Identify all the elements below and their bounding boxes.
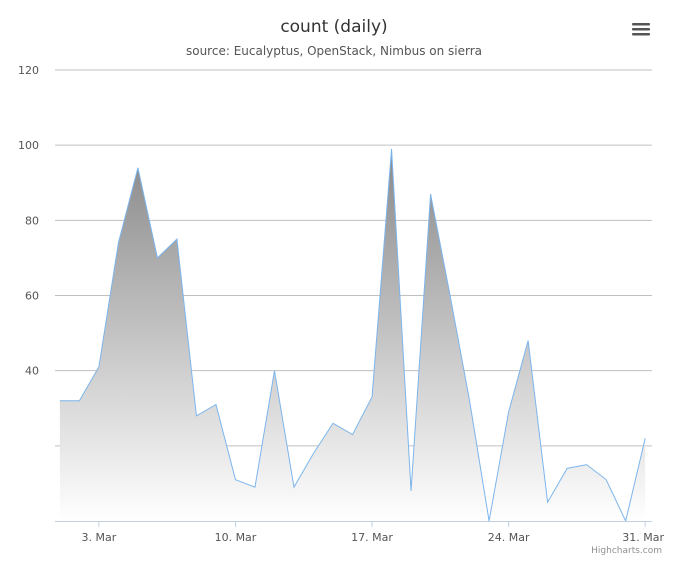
data-point[interactable]: [369, 394, 375, 400]
x-tick-label: 31. Mar: [622, 531, 664, 544]
x-axis: 3. Mar 10. Mar 17. Mar 24. Mar 31. Mar: [55, 521, 664, 544]
y-axis-labels: 40 60 80 100 120: [18, 64, 39, 378]
series-area-fill: [59, 148, 646, 522]
data-point[interactable]: [174, 236, 180, 242]
data-point[interactable]: [467, 398, 473, 404]
data-point[interactable]: [96, 364, 102, 370]
x-tick-label: 3. Mar: [82, 531, 117, 544]
chart-title: count (daily): [280, 17, 387, 37]
data-point[interactable]: [447, 293, 453, 299]
data-point[interactable]: [584, 462, 590, 468]
y-tick-label: 60: [25, 290, 39, 303]
data-point[interactable]: [193, 413, 199, 419]
x-tick-label: 10. Mar: [215, 531, 257, 544]
data-point[interactable]: [603, 477, 609, 483]
data-point[interactable]: [311, 450, 317, 456]
data-point[interactable]: [154, 255, 160, 261]
y-tick-label: 100: [18, 139, 39, 152]
data-point[interactable]: [545, 499, 551, 505]
data-point[interactable]: [57, 398, 63, 404]
data-point[interactable]: [76, 398, 82, 404]
data-point[interactable]: [232, 477, 238, 483]
data-point[interactable]: [252, 484, 258, 490]
data-point[interactable]: [291, 484, 297, 490]
data-point[interactable]: [564, 465, 570, 471]
hamburger-menu-icon: [632, 23, 650, 36]
x-tick-label: 24. Mar: [488, 531, 530, 544]
data-point[interactable]: [350, 432, 356, 438]
data-point[interactable]: [115, 240, 121, 246]
data-point[interactable]: [408, 488, 414, 494]
data-point[interactable]: [389, 146, 395, 152]
data-point[interactable]: [642, 435, 648, 441]
data-point[interactable]: [506, 409, 512, 415]
data-point[interactable]: [330, 420, 336, 426]
data-point[interactable]: [525, 338, 531, 344]
data-point[interactable]: [213, 401, 219, 407]
data-point[interactable]: [271, 368, 277, 374]
y-tick-label: 40: [25, 365, 39, 378]
credits-link[interactable]: Highcharts.com: [591, 546, 662, 556]
data-point[interactable]: [428, 191, 434, 197]
chart-subtitle: source: Eucalyptus, OpenStack, Nimbus on…: [186, 44, 482, 58]
data-point[interactable]: [135, 165, 141, 171]
chart-menu-button[interactable]: [626, 16, 656, 44]
x-tick-label: 17. Mar: [351, 531, 393, 544]
series-line: [59, 148, 646, 523]
plot-area: [57, 146, 648, 523]
y-tick-label: 80: [25, 214, 39, 227]
y-tick-label: 120: [18, 64, 39, 77]
